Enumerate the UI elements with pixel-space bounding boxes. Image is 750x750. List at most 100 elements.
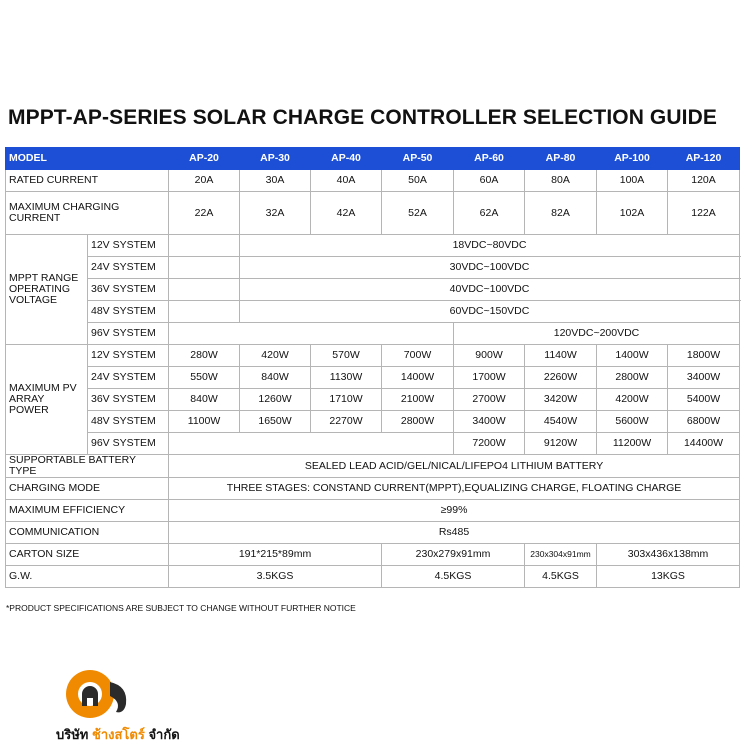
cell: 40A — [310, 169, 383, 192]
cell: 5600W — [596, 410, 669, 433]
cell: 2800W — [596, 366, 669, 389]
cell: MAXIMUM EFFICIENCY — [4, 499, 170, 522]
cell: 5400W — [667, 388, 741, 411]
table-row: MAXIMUM EFFICIENCY ≥99% — [4, 499, 741, 522]
company-prefix: บริษัท — [56, 727, 89, 742]
cell: 9120W — [524, 432, 598, 455]
cell: 1650W — [239, 410, 312, 433]
table-row: MODEL AP-20 AP-30 AP-40 AP-50 AP-60 AP-80 AP-10… — [4, 147, 741, 170]
cell: 36V SYSTEM — [86, 388, 170, 411]
cell: SUPPORTABLE BATTERY TYPE — [4, 454, 170, 478]
cell: THREE STAGES: CONSTAND CURRENT(MPPT),EQU… — [168, 477, 741, 500]
title: MPPT-AP-SERIES SOLAR CHARGE CONTROLLER S… — [8, 106, 717, 129]
cell: 840W — [168, 388, 241, 411]
cell: 96V SYSTEM — [86, 322, 170, 345]
cell: 20A — [168, 169, 241, 192]
cell: 3.5KGS — [168, 565, 383, 588]
cell: 42A — [310, 191, 383, 235]
cell: 40VDC~100VDC — [239, 278, 741, 301]
table-row: SUPPORTABLE BATTERY TYPE SEALED LEAD ACID… — [4, 454, 741, 478]
table-row: 36V SYSTEM 840W 1260W 1710W 2100W 2700W 3420W 4… — [6, 388, 741, 411]
cell: 1800W — [667, 344, 741, 367]
cell: 230x279x91mm — [381, 543, 526, 566]
cell: 3400W — [667, 366, 741, 389]
cell: 24V SYSTEM — [86, 256, 170, 279]
cell: 1400W — [596, 344, 669, 367]
cell: MAXIMUM CHARGING CURRENT — [4, 191, 170, 235]
cell: 80A — [524, 169, 598, 192]
table-row: MPPT RANGE OPERATING VOLTAGE 12V SYSTEM 18… — [5, 234, 741, 345]
cell: 18VDC~80VDC — [239, 234, 741, 257]
footnote: *PRODUCT SPECIFICATIONS ARE SUBJECT TO C… — [6, 603, 356, 613]
cell: 7200W — [453, 432, 526, 455]
cell: 32A — [239, 191, 312, 235]
cell: 52A — [381, 191, 455, 235]
cell: AP-100 — [596, 147, 669, 170]
cell: AP-80 — [524, 147, 598, 170]
cell: MPPT RANGE OPERATING VOLTAGE — [5, 234, 88, 345]
cell: 82A — [524, 191, 598, 235]
cell: 2100W — [381, 388, 455, 411]
logo-icon — [66, 670, 127, 718]
cell: 2700W — [453, 388, 526, 411]
table-row: 48V SYSTEM 60VDC~150VDC — [6, 300, 741, 323]
cell: 12V SYSTEM — [86, 344, 170, 367]
cell: COMMUNICATION — [4, 521, 170, 544]
cell: 22A — [168, 191, 241, 235]
table-row: COMMUNICATION Rs485 — [4, 521, 741, 544]
cell: 120VDC~200VDC — [453, 322, 741, 345]
cell: 1260W — [239, 388, 312, 411]
cell: 4540W — [524, 410, 598, 433]
cell: 13KGS — [596, 565, 741, 588]
cell: AP-60 — [453, 147, 526, 170]
cell: AP-20 — [168, 147, 241, 170]
cell: 2800W — [381, 410, 455, 433]
cell: 36V SYSTEM — [86, 278, 170, 301]
cell: 102A — [596, 191, 669, 235]
table-row: 96V SYSTEM 7200W 9120W 11200W 14400W — [6, 432, 741, 455]
cell: 700W — [381, 344, 455, 367]
cell: 48V SYSTEM — [86, 300, 170, 323]
cell: G.W. — [4, 565, 170, 588]
table-row: RATED CURRENT 20A 30A 40A 50A 60A 80A 100A 120A — [4, 169, 741, 192]
cell: ≥99% — [168, 499, 741, 522]
spec-table: MODEL AP-20 AP-30 AP-40 AP-50 AP-60 AP-80 AP-10… — [4, 147, 741, 588]
company-suffix: จำกัด — [148, 727, 180, 742]
table-row: 24V SYSTEM 550W 840W 1130W 1400W 1700W 2260W 28… — [6, 366, 741, 389]
table-row: 48V SYSTEM 1100W 1650W 2270W 2800W 3400W 4540W… — [6, 410, 741, 433]
cell: 30A — [239, 169, 312, 192]
table-row: MAXIMUM CHARGING CURRENT 22A 32A 42A 52A 62A 8… — [4, 191, 741, 235]
cell: 1710W — [310, 388, 383, 411]
cell: 1400W — [381, 366, 455, 389]
table-row: 96V SYSTEM 120VDC~200VDC — [6, 322, 741, 345]
cell: 6800W — [667, 410, 741, 433]
cell: 1140W — [524, 344, 598, 367]
table-row: 36V SYSTEM 40VDC~100VDC — [6, 278, 741, 301]
cell: 11200W — [596, 432, 669, 455]
table-row: CARTON SIZE 191*215*89mm 230x279x91mm 230x3… — [4, 543, 741, 566]
cell: 4200W — [596, 388, 669, 411]
cell: SEALED LEAD ACID/GEL/NICAL/LIFEPO4 LITHI… — [168, 454, 741, 478]
empty-cell — [168, 234, 241, 257]
cell: AP-30 — [239, 147, 312, 170]
empty-cell — [168, 432, 455, 455]
cell: 550W — [168, 366, 241, 389]
empty-cell — [168, 300, 241, 323]
table-row: MAXIMUM PV ARRAY POWER 12V SYSTEM 280W 420W… — [5, 344, 741, 455]
cell: 3420W — [524, 388, 598, 411]
cell: AP-50 — [381, 147, 455, 170]
cell: 100A — [596, 169, 669, 192]
cell: 48V SYSTEM — [86, 410, 170, 433]
cell: 280W — [168, 344, 241, 367]
company-brand: ช้างสโตร์ — [92, 727, 145, 742]
cell: 1700W — [453, 366, 526, 389]
cell: 3400W — [453, 410, 526, 433]
cell: 4.5KGS — [381, 565, 526, 588]
cell: 24V SYSTEM — [86, 366, 170, 389]
cell: CARTON SIZE — [4, 543, 170, 566]
cell: 303x436x138mm — [596, 543, 741, 566]
cell: 14400W — [667, 432, 741, 455]
cell: 230x304x91mm — [524, 543, 598, 566]
table-row: G.W. 3.5KGS 4.5KGS 4.5KGS 13KGS — [4, 565, 741, 588]
